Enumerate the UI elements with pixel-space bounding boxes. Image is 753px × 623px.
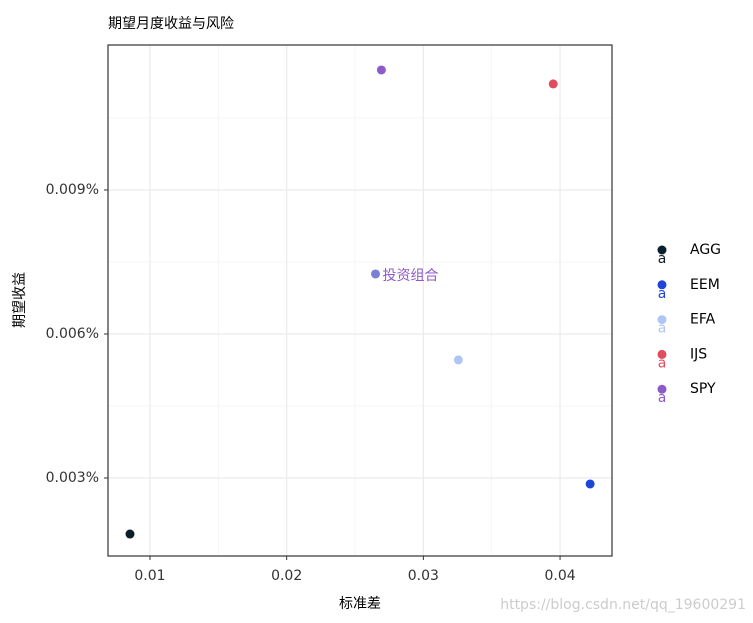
y-tick-label: 0.009% [46, 182, 99, 198]
legend-key-glyph: a [658, 355, 667, 371]
legend-key [657, 280, 667, 290]
point [125, 529, 135, 539]
point [585, 479, 595, 489]
x-tick-label: 0.04 [544, 568, 575, 584]
legend-label: IJS [690, 346, 707, 362]
x-tick-label: 0.02 [271, 568, 302, 584]
point [453, 355, 463, 365]
chart-title: 期望月度收益与风险 [108, 16, 234, 32]
legend-key-glyph: a [658, 251, 667, 267]
annotation-point [371, 269, 381, 279]
annotation: 投资组合 [383, 268, 439, 284]
legend-key [657, 245, 667, 255]
x-tick-label: 0.03 [408, 568, 439, 584]
plot-border [107, 44, 613, 557]
legend-key [657, 349, 667, 359]
legend-label: EEM [690, 277, 720, 293]
y-axis-title: 期望收益 [12, 272, 28, 328]
point [548, 79, 558, 89]
legend-label: AGG [690, 242, 721, 258]
watermark: https://blog.csdn.net/qq_19600291 [500, 597, 746, 613]
legend-key-glyph: a [658, 390, 667, 406]
y-tick-label: 0.006% [46, 326, 99, 342]
legend-label: EFA [690, 312, 716, 328]
legend-key-glyph: a [658, 321, 667, 337]
y-tick-label: 0.003% [46, 470, 99, 486]
legend-key-glyph: a [658, 286, 667, 302]
x-tick-label: 0.01 [134, 568, 165, 584]
point [376, 65, 386, 75]
legend-key [657, 315, 667, 325]
x-axis-title: 标准差 [339, 596, 381, 612]
legend-key [657, 384, 667, 394]
legend-label: SPY [690, 381, 716, 397]
